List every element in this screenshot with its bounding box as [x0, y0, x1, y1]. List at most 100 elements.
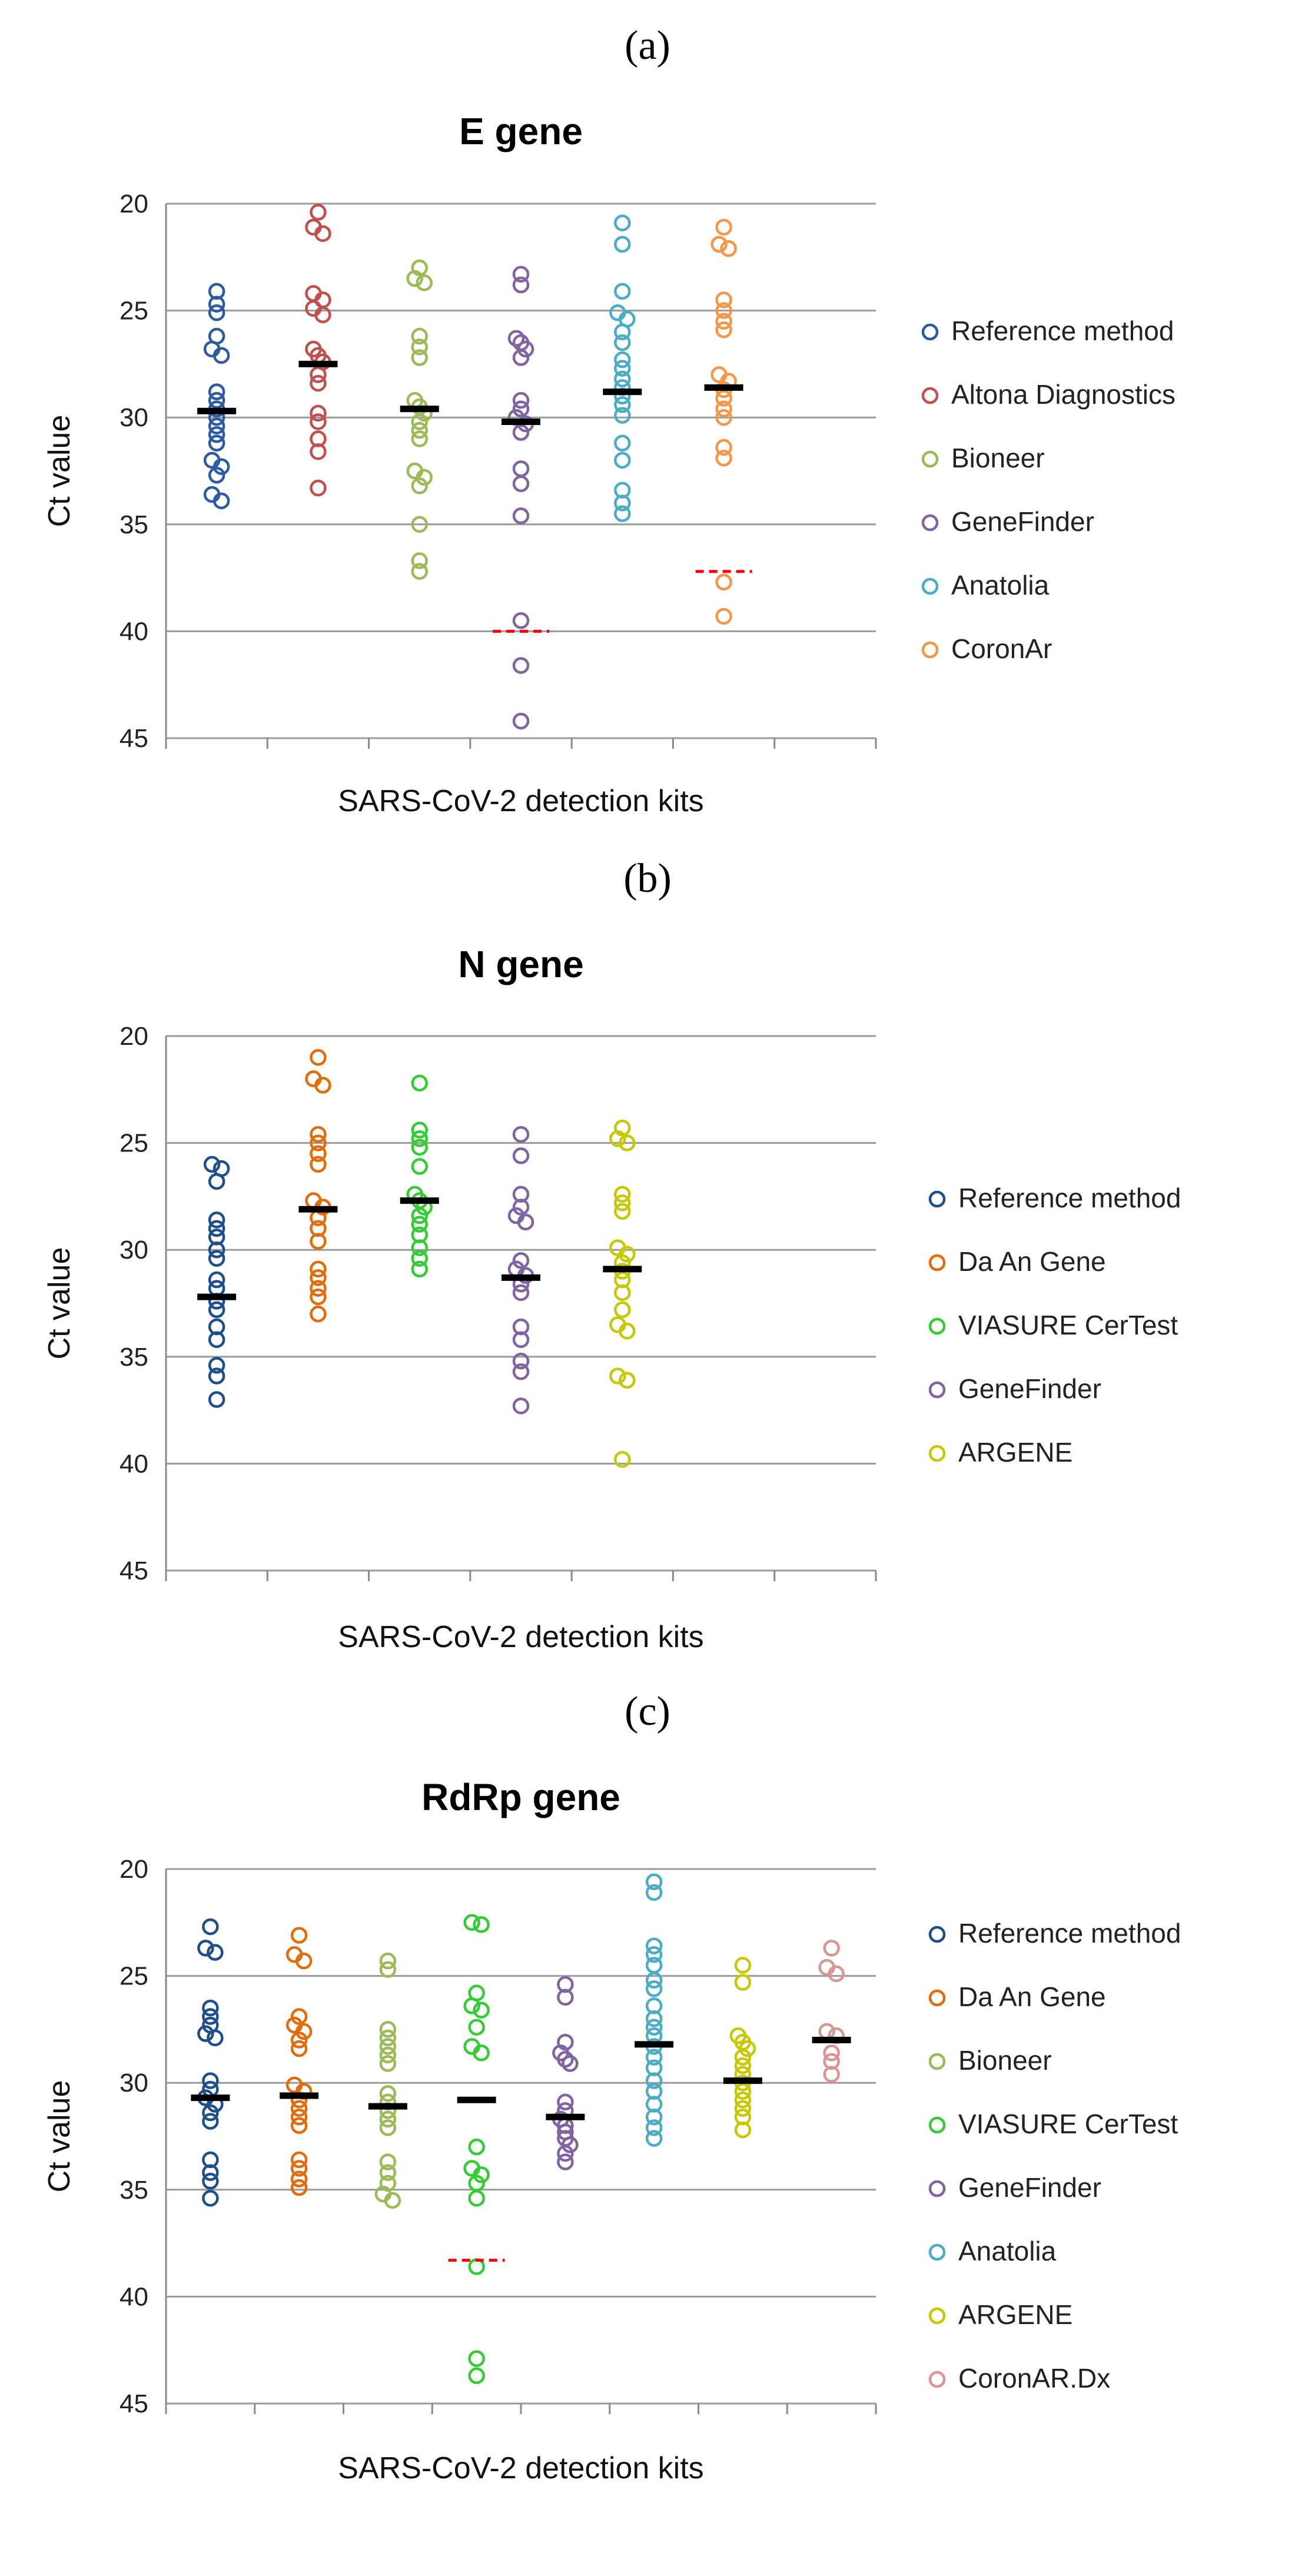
data-point [314, 306, 331, 324]
data-point [614, 235, 631, 253]
y-tick-label: 40 [119, 1449, 148, 1478]
y-tick-label: 35 [119, 510, 148, 539]
data-point [379, 1961, 397, 1978]
legend-marker [928, 2053, 946, 2070]
y-tick-label: 35 [119, 2176, 148, 2205]
y-axis-title: Ct value [42, 1247, 77, 1360]
legend-marker [921, 514, 939, 532]
data-point [379, 2055, 397, 2072]
data-point [473, 2001, 490, 2019]
data-point [468, 2367, 485, 2385]
data-point [614, 407, 631, 424]
legend-marker [928, 1317, 946, 1335]
data-point [310, 1260, 327, 1278]
data-point [823, 2044, 840, 2062]
data-point [310, 1269, 327, 1286]
data-point [208, 434, 225, 452]
series-bioneer [400, 259, 439, 580]
data-point [468, 2190, 485, 2207]
legend-marker [921, 577, 939, 595]
data-point [208, 391, 225, 409]
legend-marker [928, 1445, 946, 1462]
data-point [614, 434, 631, 452]
data-point [314, 225, 331, 243]
data-point [310, 413, 327, 430]
data-point [512, 1397, 530, 1415]
legend-label: GeneFinder [958, 1373, 1101, 1404]
chart-title: E gene [459, 110, 583, 152]
data-point [512, 712, 530, 730]
data-point [463, 1997, 480, 2014]
data-point [310, 204, 327, 221]
data-point [290, 2031, 308, 2049]
legend-label: Anatolia [958, 2236, 1057, 2266]
data-point [379, 1952, 397, 1970]
data-point [406, 270, 423, 287]
data-point [463, 1914, 480, 1931]
series-bioneer [368, 1952, 407, 2209]
data-point [212, 458, 230, 475]
data-point [314, 1077, 331, 1094]
data-point [734, 2083, 752, 2100]
data-point [202, 2173, 219, 2190]
data-point [310, 1305, 327, 1323]
data-point [468, 2350, 485, 2367]
series-genefinder [493, 265, 549, 730]
data-point [411, 516, 428, 533]
data-point [290, 2151, 308, 2169]
series-reference-method [197, 1156, 237, 1408]
data-point [310, 1233, 327, 1250]
data-point [310, 1156, 327, 1173]
series-genefinder [502, 1126, 540, 1415]
data-point [734, 1974, 752, 1991]
data-point [203, 1156, 221, 1173]
legend-marker [928, 1381, 946, 1399]
data-point [411, 1138, 428, 1156]
data-point [715, 321, 732, 338]
data-point [212, 492, 230, 510]
legend-label: CoronAR.Dx [958, 2363, 1110, 2394]
data-point [645, 1980, 663, 1997]
data-point [468, 2138, 485, 2156]
data-point [557, 2050, 574, 2068]
data-point [208, 1220, 225, 1237]
data-point [614, 452, 631, 469]
legend-label: Bioneer [951, 443, 1045, 473]
data-point [208, 1271, 225, 1289]
data-point [207, 1944, 224, 1961]
data-point [715, 390, 732, 407]
series-argene [603, 1119, 642, 1468]
data-point [715, 218, 732, 236]
data-point [295, 1952, 313, 1970]
data-point [562, 2136, 579, 2153]
data-point [645, 2049, 663, 2066]
data-point [208, 1301, 225, 1319]
data-point [290, 2160, 308, 2177]
data-point [715, 313, 732, 330]
legend-label: GeneFinder [951, 506, 1094, 537]
data-point [614, 323, 631, 341]
series-coronar-dx [812, 1940, 851, 2083]
data-point [310, 374, 327, 392]
data-point [645, 1946, 663, 1963]
data-point [609, 1130, 626, 1147]
data-point [512, 612, 530, 629]
data-point [310, 1288, 327, 1306]
data-point [411, 1250, 428, 1267]
data-point [645, 2010, 663, 2027]
y-tick-label: 45 [119, 2389, 148, 2418]
data-point [645, 2109, 663, 2126]
data-point [823, 1940, 840, 1957]
data-point [411, 477, 428, 494]
data-point [310, 366, 327, 383]
data-point [290, 2179, 308, 2196]
data-point [823, 2066, 840, 2083]
data-point [715, 302, 732, 319]
data-point [645, 1884, 663, 1901]
data-point [614, 1194, 631, 1211]
data-point [290, 2008, 308, 2025]
data-point [614, 494, 631, 512]
data-point [411, 563, 428, 580]
panel-label: (b) [623, 856, 672, 901]
legend-marker [928, 2180, 946, 2197]
